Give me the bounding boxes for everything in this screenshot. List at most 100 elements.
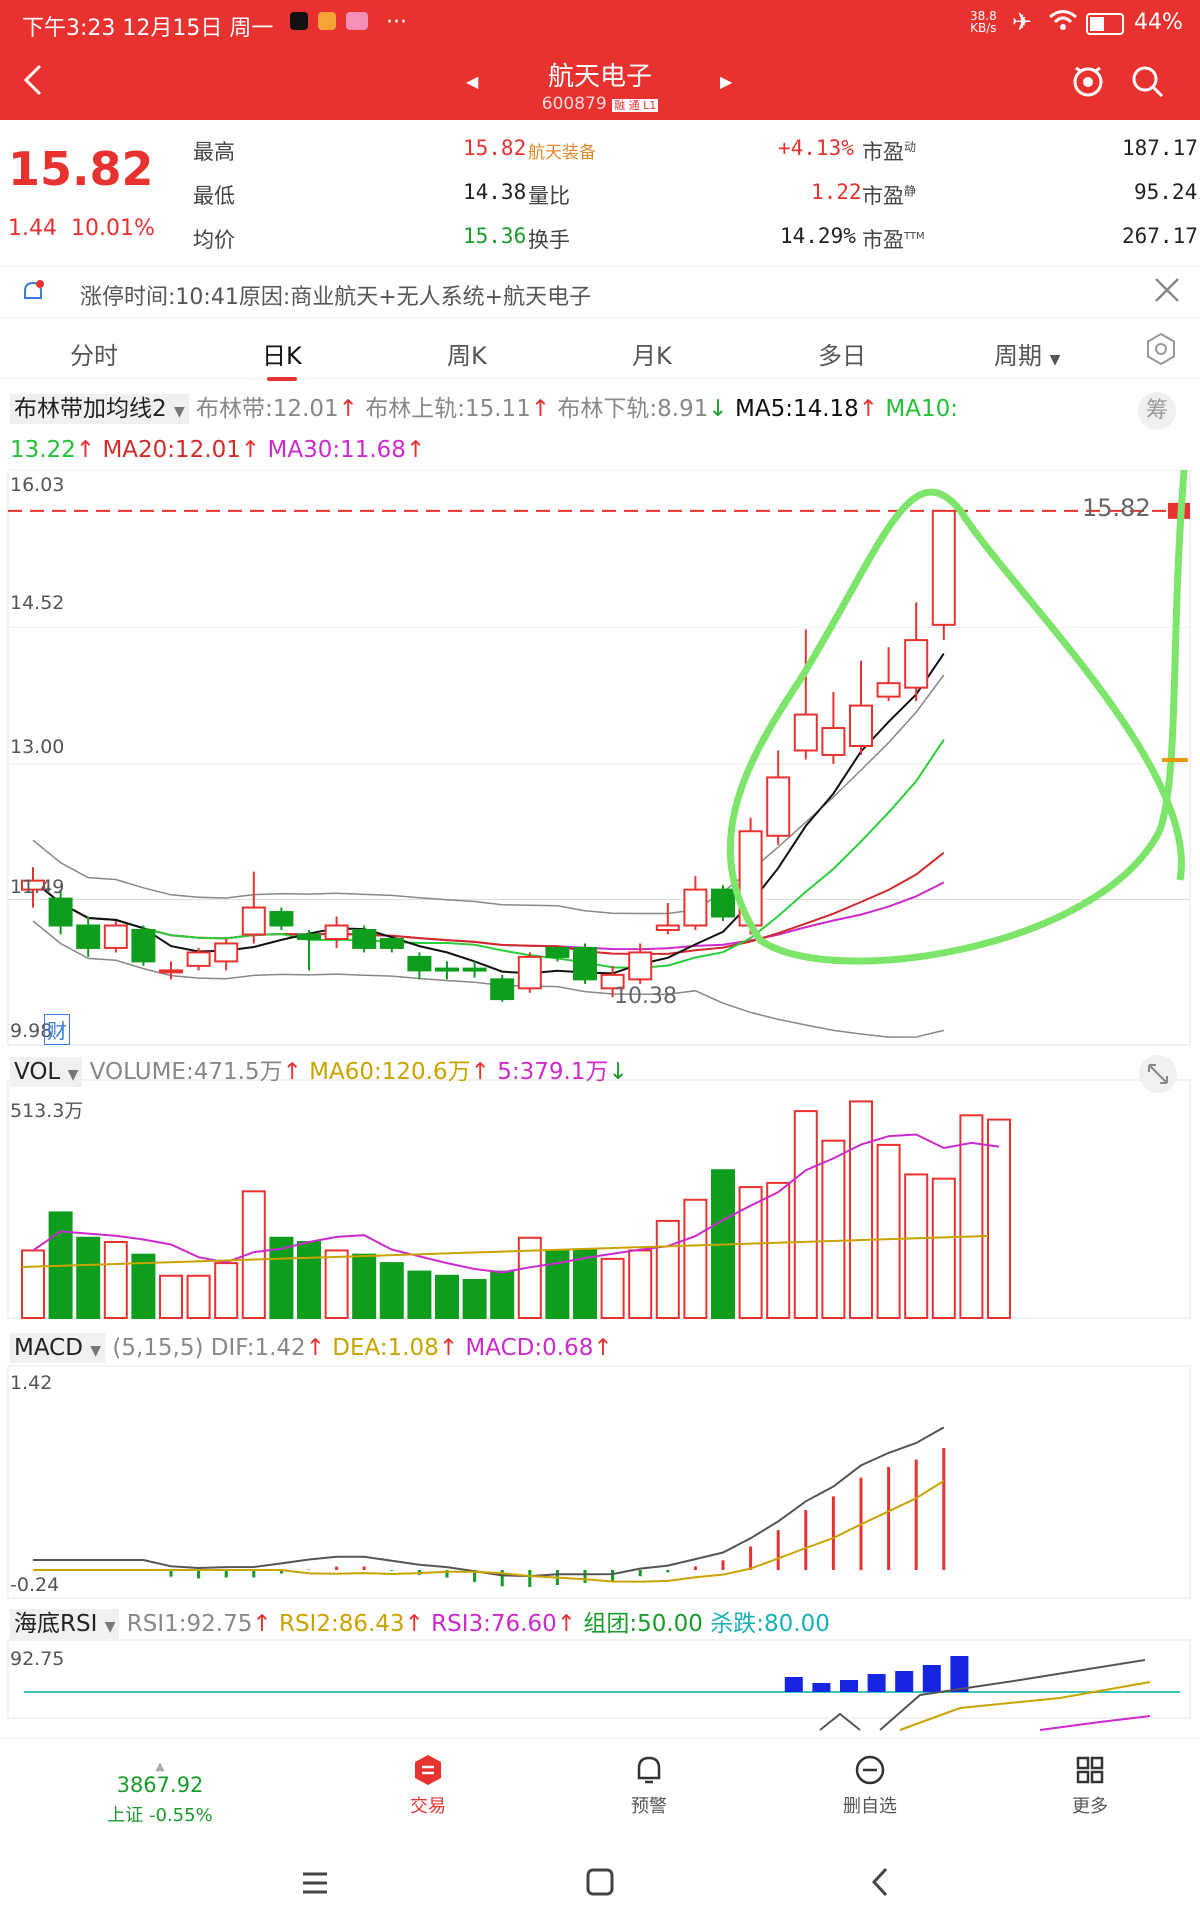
pe-label-3: 市盈TTM [862,228,925,252]
notice-text: 涨停时间:10:41原因:商业航天+无人系统+航天电子 [80,285,592,310]
volume-bar [241,1190,266,1319]
rsi1-line [819,1659,1146,1731]
candle-body [821,727,846,756]
candle-body [241,906,266,936]
tab-weekly-k[interactable]: 周K [447,342,487,370]
rsi-bar [784,1677,803,1692]
prev-stock-icon[interactable]: ◀ [466,72,479,91]
candle-body [131,928,156,963]
settings-icon[interactable] [1144,332,1178,370]
tiktok-icon [290,12,308,30]
sector-tag[interactable]: 航天装备 [528,143,596,163]
tab-daily-k[interactable]: 日K [262,336,302,381]
ma10-value: 13.22 [10,437,76,463]
candle-body [766,776,791,837]
nav-remove-watchlist[interactable]: 删自选 [820,1753,920,1818]
menu-icon[interactable] [300,1868,330,1902]
rsi-bar [840,1680,858,1692]
ma10-line [32,739,945,969]
candle-body [600,973,625,990]
volume-bar [297,1241,321,1319]
tab-multi-day[interactable]: 多日 [818,342,866,370]
candle-body [407,955,432,972]
stock-name: 航天电子 [547,62,652,92]
tab-monthly-k[interactable]: 月K [632,342,672,370]
candle-body [186,951,211,967]
vol-ma60-line [21,1235,989,1268]
nav-more[interactable]: 更多 [1040,1753,1140,1818]
pe-label-2: 市盈静 [862,184,917,208]
back-icon[interactable] [20,62,46,102]
finance-badge[interactable]: 财 [44,1014,70,1045]
candle-body [324,924,349,940]
volume-bar [628,1249,653,1320]
bottom-nav: ▲ 3867.92 上证 -0.55% 交易 预警 删自选 更多 [0,1738,1200,1849]
rsi-indicator-header: 海底RSI ▼ RSI1:92.75↑ RSI2:86.43↑ RSI3:76.… [10,1606,830,1645]
back-nav-icon[interactable] [866,1866,896,1902]
ma5-line [32,653,945,975]
volume-bar [214,1262,239,1319]
volume-ratio-value: 1.22 [811,180,862,204]
kline-chart[interactable] [0,470,1200,1738]
avg-value: 15.36 [463,224,527,248]
rsi-bar [812,1683,831,1692]
high-value: 15.82 [463,136,527,160]
volume-bar [849,1100,873,1320]
pe-value-3: 267.17 [1122,224,1198,248]
tab-period[interactable]: 周期 ▼ [994,342,1061,370]
candle-body [269,911,294,927]
volume-bar [76,1236,101,1319]
rsi-selector[interactable]: 海底RSI ▼ [10,1609,120,1639]
wifi-icon [1048,8,1078,38]
index-quote[interactable]: ▲ 3867.92 上证 -0.55% [107,1759,213,1826]
group-value: 组团:50.00 [583,1611,703,1637]
rsi2-value: RSI2:86.43 [278,1611,405,1637]
nav-trade[interactable]: 交易 [378,1753,478,1818]
home-icon[interactable] [584,1866,616,1902]
volume-bar [738,1186,763,1319]
rsi-axis-top: 92.75 [10,1648,65,1670]
candle-body [655,924,680,931]
candle-body [628,951,653,981]
candle-body [103,924,128,949]
macd-dea: DEA:1.08 [332,1335,439,1361]
airplane-icon: ✈ [1012,8,1033,36]
candle-body [214,942,239,963]
candle-body [793,713,818,752]
volume-bar [600,1257,625,1320]
candle-body [573,946,597,981]
volume-bar [103,1241,128,1319]
nav-alert[interactable]: 预警 [599,1753,699,1818]
search-icon[interactable] [1130,64,1166,104]
vol-ma5-line [32,1133,1000,1274]
rsi-bar [950,1656,969,1692]
macd-axis-bottom: -0.24 [10,1574,60,1596]
rsi-bar [867,1674,886,1692]
avg-label: 均价 [193,228,235,252]
last-price-label: 15.82 [1082,494,1151,522]
ma10-label: MA10: [885,396,958,422]
macd-selector[interactable]: MACD ▼ [10,1333,106,1363]
candle-body [76,924,101,949]
pe-label-1: 市盈动 [862,140,917,164]
volume-bar [793,1110,818,1319]
robot-icon[interactable] [1070,62,1106,102]
next-stock-icon[interactable]: ▶ [720,72,733,91]
candle-body [904,639,929,689]
volume-bar [462,1279,487,1319]
main-indicator-selector[interactable]: 布林带加均线2 ▼ [10,394,189,424]
limit-up-notice[interactable]: 涨停时间:10:41原因:商业航天+无人系统+航天电子 [0,266,1200,318]
chip-distribution-button[interactable]: 筹 [1138,392,1176,430]
expand-icon[interactable] [1138,1054,1178,1098]
rsi2-line [899,1681,1151,1731]
candle-body [517,955,542,990]
vol-selector[interactable]: VOL ▼ [10,1057,83,1087]
macd-indicator-header: MACD ▼ (5,15,5) DIF:1.42↑ DEA:1.08↑ MACD… [10,1330,613,1369]
volume-bar [159,1274,183,1319]
volume-bar [876,1143,901,1320]
volume-bar [766,1181,791,1320]
candle-body [435,967,459,972]
close-icon[interactable] [1152,275,1182,309]
candle-body [462,967,487,972]
tab-intraday[interactable]: 分时 [70,342,118,370]
